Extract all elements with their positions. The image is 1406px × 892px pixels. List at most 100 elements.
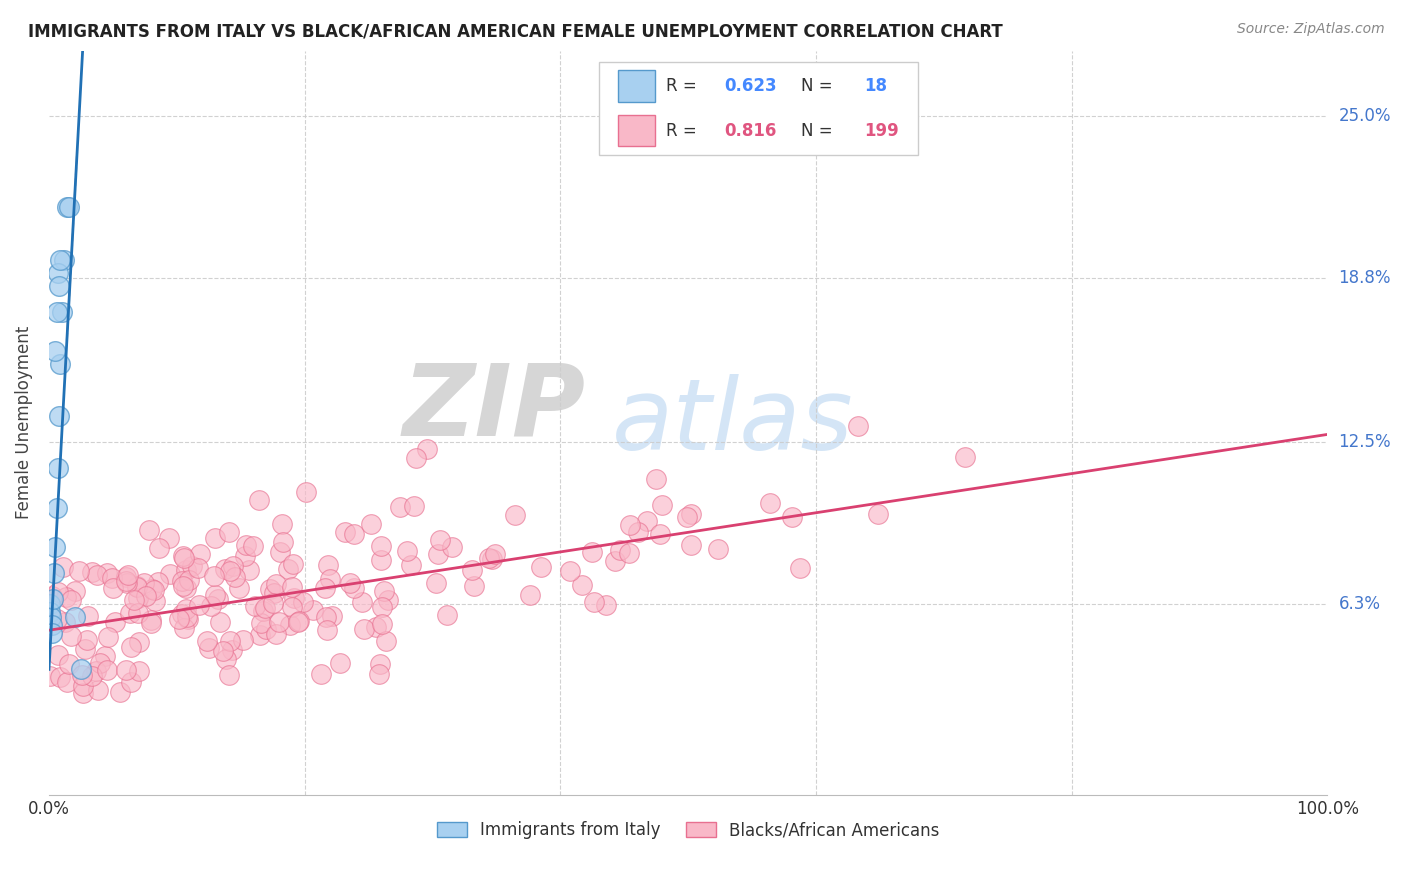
- Point: [311, 667, 333, 681]
- Point: [148, 541, 170, 555]
- Point: [558, 564, 581, 578]
- Point: [360, 517, 382, 532]
- Point: [39, 597, 62, 611]
- Point: [46, 461, 69, 475]
- Point: [238, 563, 260, 577]
- Point: [707, 542, 730, 557]
- Point: [49, 670, 72, 684]
- Point: [281, 557, 304, 571]
- Point: [405, 450, 427, 465]
- Point: [41, 589, 63, 603]
- Point: [581, 544, 603, 558]
- Point: [58, 200, 80, 214]
- Point: [368, 667, 391, 681]
- Point: [44, 540, 66, 554]
- Point: [176, 612, 198, 626]
- Point: [134, 576, 156, 591]
- Point: [404, 499, 426, 513]
- Point: [484, 547, 506, 561]
- Point: [39, 610, 62, 624]
- Point: [371, 599, 394, 614]
- Point: [780, 510, 803, 524]
- Point: [46, 648, 69, 663]
- Point: [104, 615, 127, 629]
- Text: atlas: atlas: [612, 374, 853, 471]
- Point: [70, 662, 93, 676]
- Point: [53, 615, 76, 629]
- Point: [128, 665, 150, 679]
- Point: [42, 591, 65, 606]
- Point: [427, 548, 450, 562]
- Point: [243, 599, 266, 614]
- FancyBboxPatch shape: [599, 62, 918, 155]
- Point: [198, 641, 221, 656]
- Point: [277, 562, 299, 576]
- Point: [461, 563, 484, 577]
- Point: [316, 558, 339, 572]
- Point: [235, 538, 257, 552]
- Point: [636, 514, 658, 528]
- Point: [67, 565, 90, 579]
- Point: [436, 608, 458, 623]
- Point: [125, 580, 148, 594]
- Point: [651, 498, 673, 512]
- Point: [73, 642, 96, 657]
- Point: [228, 582, 250, 596]
- Point: [582, 595, 605, 609]
- Text: ZIP: ZIP: [404, 359, 586, 457]
- Point: [157, 531, 180, 545]
- Point: [315, 610, 337, 624]
- Point: [235, 549, 257, 564]
- Point: [72, 686, 94, 700]
- Point: [343, 527, 366, 541]
- Point: [202, 569, 225, 583]
- Point: [39, 669, 62, 683]
- Point: [425, 576, 447, 591]
- Point: [96, 664, 118, 678]
- Point: [679, 507, 702, 521]
- Point: [51, 304, 73, 318]
- Legend: Immigrants from Italy, Blacks/African Americans: Immigrants from Italy, Blacks/African Am…: [430, 814, 946, 846]
- Point: [45, 500, 67, 515]
- Point: [288, 614, 311, 628]
- Point: [135, 589, 157, 603]
- Point: [159, 567, 181, 582]
- Point: [139, 613, 162, 627]
- Point: [371, 616, 394, 631]
- Point: [174, 563, 197, 577]
- Point: [87, 682, 110, 697]
- Point: [266, 627, 288, 641]
- Point: [115, 664, 138, 678]
- Point: [59, 592, 82, 607]
- Point: [127, 606, 149, 620]
- Point: [224, 570, 246, 584]
- Point: [207, 591, 229, 606]
- Point: [214, 562, 236, 576]
- Point: [242, 539, 264, 553]
- FancyBboxPatch shape: [617, 70, 655, 102]
- Point: [141, 582, 163, 597]
- Point: [39, 605, 62, 619]
- FancyBboxPatch shape: [617, 115, 655, 146]
- Point: [503, 508, 526, 522]
- Point: [302, 603, 325, 617]
- Point: [84, 664, 107, 678]
- Point: [955, 450, 977, 465]
- Text: N =: N =: [800, 77, 838, 95]
- Point: [283, 591, 305, 606]
- Point: [218, 524, 240, 539]
- Point: [172, 574, 194, 588]
- Point: [49, 357, 72, 371]
- Text: 0.816: 0.816: [724, 121, 776, 139]
- Point: [759, 496, 782, 510]
- Point: [215, 652, 238, 666]
- Point: [138, 523, 160, 537]
- Point: [252, 604, 274, 618]
- Point: [415, 442, 437, 456]
- Point: [350, 595, 373, 609]
- Point: [55, 590, 77, 604]
- Point: [49, 252, 72, 267]
- Point: [571, 578, 593, 592]
- Point: [595, 598, 617, 612]
- Point: [441, 540, 464, 554]
